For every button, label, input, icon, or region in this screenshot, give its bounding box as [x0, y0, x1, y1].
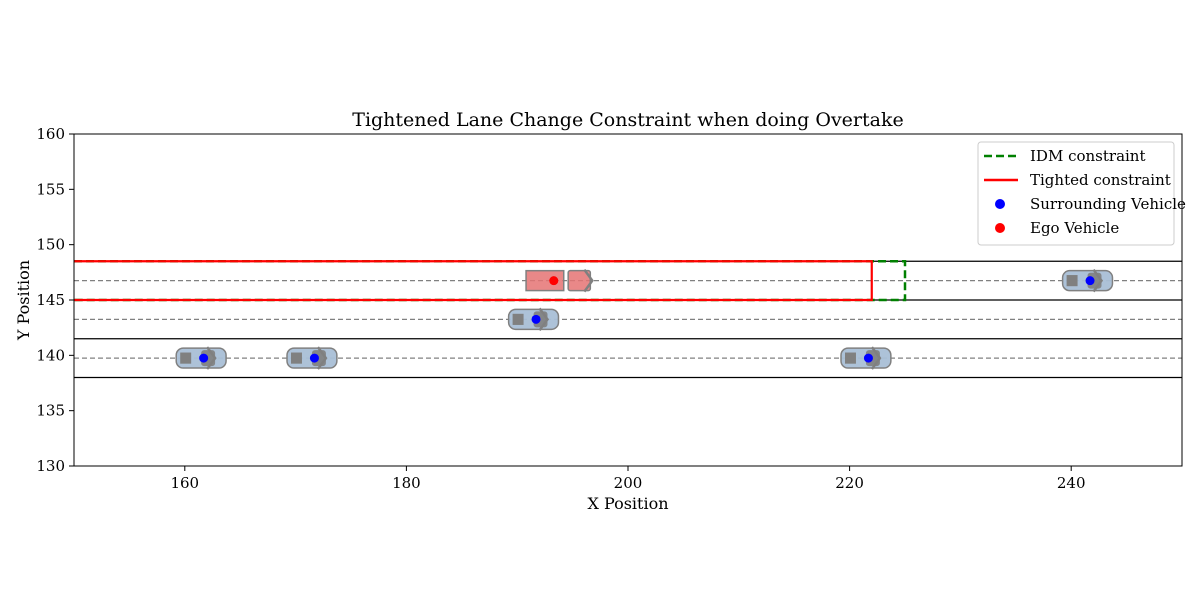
x-axis-ticks: 160 180 200 220 240 — [170, 466, 1086, 492]
x-tick-label: 180 — [392, 474, 421, 492]
legend: IDM constraint Tighted constraint Surrou… — [977, 141, 1186, 246]
y-axis-label: Y Position — [14, 260, 33, 341]
surrounding-vehicle-point — [199, 353, 209, 363]
x-tick-label: 160 — [170, 474, 199, 492]
y-tick-label: 160 — [36, 125, 65, 143]
x-axis-label: X Position — [587, 494, 668, 513]
y-tick-label: 150 — [36, 236, 65, 254]
heading-arrow-icon — [316, 346, 328, 370]
plot-area — [74, 260, 1182, 379]
vehicle-rear-window — [291, 352, 302, 364]
x-tick-label: 200 — [614, 474, 643, 492]
ego-cab — [567, 269, 592, 292]
legend-box — [977, 141, 1175, 246]
heading-arrow-icon — [206, 346, 217, 370]
x-tick-label: 240 — [1057, 474, 1086, 492]
surrounding-vehicle — [1061, 268, 1114, 293]
legend-surrounding-label: Surrounding Vehicle — [1030, 195, 1186, 213]
surrounding-vehicle-point — [531, 314, 541, 324]
surrounding-vehicle-point — [1085, 276, 1095, 286]
heading-arrow-icon — [538, 307, 550, 332]
legend-idm-label: IDM constraint — [1030, 147, 1146, 165]
surrounding-vehicle — [286, 346, 338, 370]
tightened-constraint-line — [74, 260, 873, 302]
chart-title: Tightened Lane Change Constraint when do… — [352, 109, 903, 131]
legend-ego-marker — [995, 223, 1005, 233]
heading-arrow-icon — [583, 268, 594, 293]
plot-frame — [73, 133, 1183, 467]
legend-surrounding-marker — [995, 199, 1005, 209]
vehicle-rear-window — [1066, 275, 1078, 287]
surrounding-vehicle-point — [863, 353, 873, 363]
ego-trailer — [525, 269, 565, 292]
surrounding-vehicle — [840, 346, 892, 370]
y-tick-label: 140 — [36, 346, 65, 364]
surrounding-vehicle — [507, 307, 560, 332]
ego-vehicle-point — [549, 276, 559, 286]
surrounding-vehicle-point — [309, 353, 319, 363]
surrounding-vehicle — [175, 346, 227, 370]
y-tick-label: 135 — [36, 402, 65, 420]
vehicle-rear-window — [512, 313, 524, 325]
heading-arrow-icon — [870, 346, 882, 370]
x-tick-label: 220 — [835, 474, 864, 492]
y-tick-label: 155 — [36, 180, 65, 198]
y-axis-ticks: 130 135 140 145 150 155 160 — [36, 125, 74, 475]
vehicle-rear-window — [180, 352, 192, 364]
y-tick-label: 145 — [36, 291, 65, 309]
y-tick-label: 130 — [36, 457, 65, 475]
heading-arrow-icon — [1092, 268, 1104, 293]
vehicle-rear-window — [845, 352, 856, 364]
ego-vehicle — [525, 268, 594, 293]
legend-ego-label: Ego Vehicle — [1030, 219, 1119, 237]
legend-tightened-label: Tighted constraint — [1030, 171, 1171, 189]
